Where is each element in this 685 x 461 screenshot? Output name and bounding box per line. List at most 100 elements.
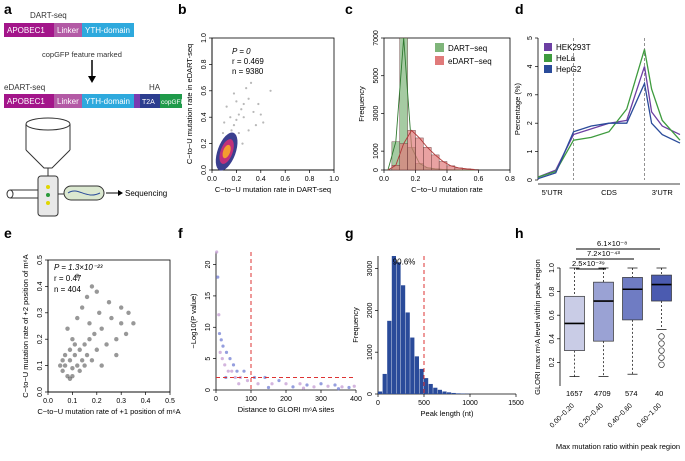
scatter-point bbox=[92, 331, 97, 337]
y-tick-label: 0.3 bbox=[37, 308, 44, 318]
y-axis-label: Frequency bbox=[357, 86, 366, 122]
histogram-bar bbox=[387, 320, 392, 394]
box-iqr bbox=[593, 281, 614, 342]
x-tick-label: 0.8 bbox=[305, 176, 315, 183]
scatter-point bbox=[254, 124, 258, 127]
y-tick-label: 0.0 bbox=[37, 387, 44, 397]
legend-label: HEK293T bbox=[556, 43, 591, 52]
x-axis-label: C−to−U mutation rate in DART-seq bbox=[215, 185, 331, 194]
box-outlier bbox=[658, 354, 665, 361]
y-tick-label: 0.4 bbox=[37, 281, 44, 291]
dart-seg-linker: Linker bbox=[57, 26, 79, 35]
panel-g-histogram: 0 500 1000 1500 0 1000 2000 3000 Peak length (nt… bbox=[351, 256, 524, 418]
panel-label-c: c bbox=[345, 1, 353, 17]
y-tick-label: 20 bbox=[205, 261, 212, 269]
scatter-point bbox=[215, 250, 219, 254]
edart-seg-apobec: APOBEC1 bbox=[7, 97, 45, 106]
scatter-point bbox=[223, 121, 226, 124]
edart-copgfp-block bbox=[160, 94, 182, 108]
panel-b-stat-p: P = 0 bbox=[232, 47, 251, 56]
scatter-point bbox=[245, 378, 250, 383]
histogram-bar bbox=[456, 393, 461, 394]
scatter-point bbox=[97, 310, 102, 315]
box-outlier bbox=[658, 347, 665, 354]
panel-b-scatter: P = 0 r = 0.469 n = 9380 0.0 0.2 0.4 0.6 0.8… bbox=[185, 33, 339, 194]
scatter-point bbox=[70, 373, 75, 379]
cell-dot-1 bbox=[46, 185, 50, 189]
down-arrow-head bbox=[88, 76, 96, 83]
scatter-point bbox=[235, 100, 238, 103]
scatter-point bbox=[230, 129, 233, 132]
x-tick-label: 0.3 bbox=[116, 398, 126, 405]
histogram-bar bbox=[391, 256, 396, 394]
scatter-point bbox=[62, 352, 68, 358]
y-axis-label: C−to−U mutation rate in eDART-seq bbox=[185, 44, 194, 164]
scatter-point bbox=[226, 369, 230, 373]
scatter-point bbox=[220, 357, 224, 361]
box-iqr bbox=[622, 277, 643, 321]
scatter-point bbox=[259, 113, 262, 116]
y-tick-label: 0.2 bbox=[549, 357, 556, 367]
scatter-point bbox=[65, 326, 70, 331]
scatter-point bbox=[225, 105, 228, 108]
scatter-point bbox=[82, 342, 87, 347]
panel-a-schematic: DART-seq APOBEC1 Linker YTH-domain copGF… bbox=[4, 11, 185, 217]
x-tick-label: 0.5 bbox=[165, 398, 175, 405]
scatter-point bbox=[230, 369, 234, 373]
panel-label-e: e bbox=[4, 225, 12, 241]
metagene-line bbox=[537, 66, 681, 178]
scatter-point bbox=[67, 347, 73, 352]
x-tick-label: 0.6 bbox=[280, 176, 290, 183]
x-tick-label: 1000 bbox=[462, 400, 478, 407]
scatter-point bbox=[312, 385, 316, 389]
legend-swatch bbox=[544, 43, 552, 51]
x-tick-label: 0 bbox=[214, 396, 218, 403]
scatter-point bbox=[82, 363, 87, 368]
x-axis-label: C−to−U mutation rate of +1 position of m… bbox=[37, 407, 180, 416]
y-axis-label: C−to−U mutation rate of +2 position of m… bbox=[21, 254, 30, 397]
box-count-4: 40 bbox=[655, 389, 663, 398]
x-tick-label: 0.20−0.40 bbox=[578, 402, 605, 429]
x-tick-label: 1.0 bbox=[329, 176, 339, 183]
scatter-point bbox=[72, 352, 78, 358]
scatter-point bbox=[269, 89, 272, 92]
scatter-point bbox=[123, 331, 129, 337]
x-axis-label: C−to−U mutation rate bbox=[411, 185, 483, 194]
y-tick-label: 3000 bbox=[373, 106, 380, 122]
metagene-line bbox=[537, 81, 681, 180]
metagene-line bbox=[537, 49, 681, 178]
y-tick-label: 0 bbox=[367, 392, 374, 396]
y-axis-label: −Log10(P value) bbox=[189, 293, 198, 349]
y-tick-label: 0.6 bbox=[201, 86, 208, 96]
scatter-point bbox=[257, 102, 260, 106]
y-tick-label: 5000 bbox=[373, 68, 380, 84]
x-tick-label: 1500 bbox=[508, 400, 524, 407]
scatter-point bbox=[94, 347, 100, 352]
box-count-1: 1657 bbox=[566, 389, 583, 398]
scatter-point bbox=[245, 87, 248, 90]
scatter-point bbox=[70, 366, 75, 371]
histogram-bar bbox=[437, 389, 442, 394]
panel-e-stat-n: n = 404 bbox=[54, 285, 81, 294]
histogram-bar bbox=[428, 383, 433, 394]
panel-e-stat-r: r = 0.47 bbox=[54, 274, 82, 283]
panel-label-h: h bbox=[515, 225, 524, 241]
region-label: 5'UTR bbox=[542, 188, 564, 197]
scatter-point bbox=[241, 142, 244, 145]
sequencing-label: Sequencing bbox=[125, 189, 167, 198]
panel-b-stat-n: n = 9380 bbox=[232, 67, 264, 76]
scatter-point bbox=[319, 382, 323, 386]
legend-swatch bbox=[435, 56, 444, 65]
histogram-bar bbox=[451, 392, 456, 394]
histogram-bar bbox=[405, 312, 410, 394]
scatter-point bbox=[291, 385, 295, 389]
x-tick-label: 0.0 bbox=[379, 176, 389, 183]
x-tick-label: 0.4 bbox=[141, 398, 151, 405]
y-tick-label: 2000 bbox=[367, 302, 374, 318]
panel-label-f: f bbox=[178, 225, 183, 241]
box-iqr bbox=[651, 274, 672, 302]
histogram-bar bbox=[396, 262, 401, 394]
scatter-point bbox=[89, 284, 95, 289]
x-tick-label: 0.60−1.00 bbox=[636, 402, 663, 429]
scatter-point bbox=[119, 321, 124, 326]
